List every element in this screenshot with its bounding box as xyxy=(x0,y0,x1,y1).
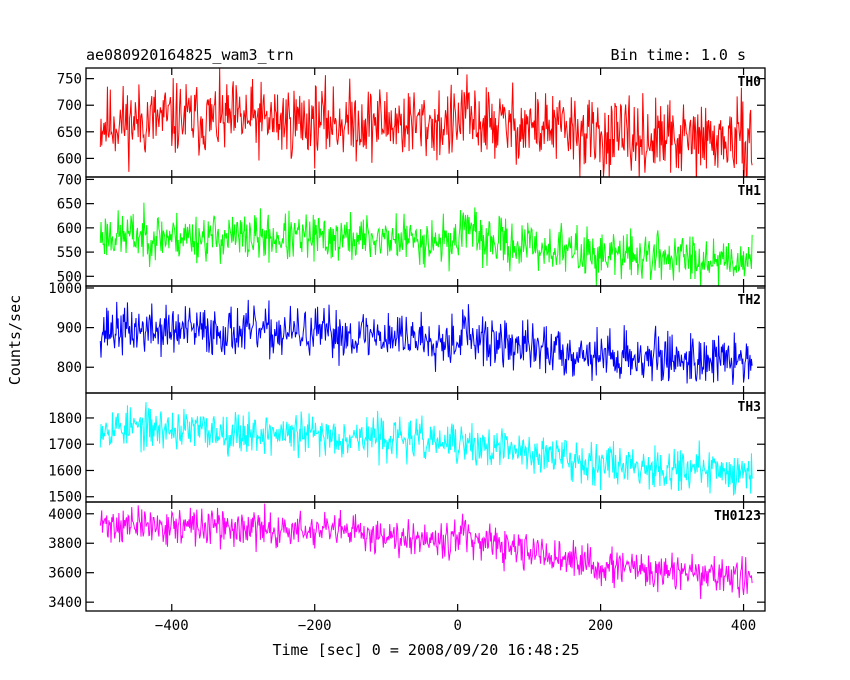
y-tick-label: 700 xyxy=(57,98,82,114)
panels-group: 600 650 700 750 TH0 500 550 600 650 700 TH1 800 900 1… xyxy=(48,67,766,634)
x-tick-label: −400 xyxy=(155,618,189,634)
series-line-th3 xyxy=(99,402,753,496)
x-tick-label: −200 xyxy=(298,618,332,634)
y-tick-label: 650 xyxy=(57,197,82,213)
y-tick-label: 750 xyxy=(57,72,82,88)
panel-frame-th3 xyxy=(85,392,766,503)
panel-label-th0123: TH0123 xyxy=(714,509,761,524)
series-line-th0123 xyxy=(99,503,753,600)
y-tick-label: 600 xyxy=(57,151,82,167)
y-tick-label: 1700 xyxy=(48,437,82,453)
y-tick-label: 1500 xyxy=(48,490,82,506)
y-tick-label: 700 xyxy=(57,172,82,188)
y-tick-label: 3400 xyxy=(48,595,82,611)
series-line-th0 xyxy=(99,68,753,177)
panel-label-th0: TH0 xyxy=(738,75,762,90)
y-tick-label: 4000 xyxy=(48,507,82,523)
x-tick-label: 400 xyxy=(731,618,756,634)
y-axis-label: Counts/sec xyxy=(6,295,24,385)
chart-title: ae080920164825_wam3_trn xyxy=(86,46,294,64)
y-tick-label: 1600 xyxy=(48,463,82,479)
x-axis-label: Time [sec] 0 = 2008/09/20 16:48:25 xyxy=(272,641,579,659)
y-tick-label: 3600 xyxy=(48,566,82,582)
x-tick-label: 200 xyxy=(588,618,613,634)
series-line-th2 xyxy=(99,299,753,385)
y-tick-label: 800 xyxy=(57,360,82,376)
y-tick-label: 1000 xyxy=(48,281,82,297)
y-tick-label: 900 xyxy=(57,321,82,337)
y-tick-label: 550 xyxy=(57,245,82,261)
panel-label-th1: TH1 xyxy=(738,184,762,199)
panel-label-th3: TH3 xyxy=(738,400,761,415)
panel-frame-th0123 xyxy=(85,501,766,612)
y-tick-label: 650 xyxy=(57,125,82,141)
panel-label-th2: TH2 xyxy=(738,293,761,308)
y-tick-label: 3800 xyxy=(48,536,82,552)
y-tick-label: 600 xyxy=(57,221,82,237)
bin-time-label: Bin time: 1.0 s xyxy=(611,46,746,64)
y-tick-label: 1800 xyxy=(48,411,82,427)
y-tick-label: 500 xyxy=(57,269,82,285)
series-line-th1 xyxy=(99,202,753,286)
x-tick-label: 0 xyxy=(453,618,461,634)
